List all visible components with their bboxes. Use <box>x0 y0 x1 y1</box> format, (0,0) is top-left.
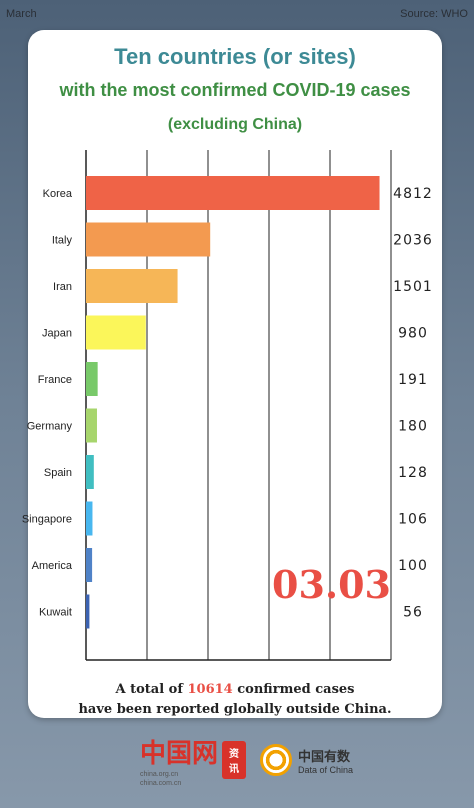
value-label: 1501 <box>393 279 433 295</box>
category-label: Italy <box>52 235 73 247</box>
bar-singapore <box>86 501 93 536</box>
china-org-logo: 中国网 china.org.cn china.com.cn 资 讯 <box>140 733 247 788</box>
chart-title-line2: with the most confirmed COVID-19 cases <box>59 80 411 100</box>
category-label: Singapore <box>22 514 72 526</box>
value-label: 100 <box>398 558 428 574</box>
china-org-mark: 中国网 <box>140 737 219 768</box>
china-org-sub1: china.org.cn <box>140 770 179 778</box>
bar-japan <box>86 315 146 350</box>
logo-strip: 中国网 china.org.cn china.com.cn 资 讯 中国有数 D… <box>140 738 353 787</box>
category-label: France <box>38 374 72 386</box>
china-org-sub2: china.com.cn <box>140 779 182 787</box>
bar-italy <box>86 222 211 257</box>
china-org-box2: 讯 <box>229 764 240 775</box>
category-label: America <box>32 560 73 572</box>
chart-title-line1: Ten countries (or sites) <box>114 44 356 69</box>
footer-prefix: A total of <box>115 682 188 697</box>
value-label: 4812 <box>393 186 433 202</box>
bar-america <box>86 548 93 582</box>
footer-line2: have been reported globally outside Chin… <box>78 702 392 717</box>
value-label: 2036 <box>393 233 433 249</box>
bar-kuwait <box>86 594 90 629</box>
category-label: Germany <box>27 421 73 433</box>
month-label: March <box>6 8 37 20</box>
china-org-box1: 资 <box>229 749 240 760</box>
footer-summary: A total of 10614 confirmed cases have be… <box>28 680 442 720</box>
bar-korea <box>86 176 380 210</box>
footer-suffix: confirmed cases <box>232 682 355 697</box>
bar-france <box>86 362 98 396</box>
value-label: 106 <box>398 512 428 528</box>
chart-title-line3: (excluding China) <box>167 116 303 133</box>
value-label: 180 <box>398 419 428 435</box>
bar-iran <box>86 269 178 303</box>
category-label: Kuwait <box>39 607 72 619</box>
bar-germany <box>86 408 97 443</box>
category-label: Japan <box>42 328 72 340</box>
data-of-china-sub: Data of China <box>298 764 354 775</box>
bar-spain <box>86 455 94 489</box>
date-badge: 03.03 <box>272 562 391 607</box>
value-label: 980 <box>398 326 428 342</box>
data-of-china-logo: 中国有数 Data of China <box>260 744 353 776</box>
data-of-china-name: 中国有数 <box>298 748 351 764</box>
china-org-box: 资 讯 <box>222 741 247 779</box>
source-label: Source: WHO <box>400 8 468 20</box>
value-label: 128 <box>398 465 428 481</box>
value-label: 56 <box>403 605 423 621</box>
footer-total: 10614 <box>187 682 233 697</box>
category-label: Iran <box>53 281 72 293</box>
value-label: 191 <box>398 372 428 388</box>
data-of-china-emblem-icon <box>260 744 293 776</box>
category-label: Korea <box>43 188 73 200</box>
category-label: Spain <box>44 467 72 479</box>
